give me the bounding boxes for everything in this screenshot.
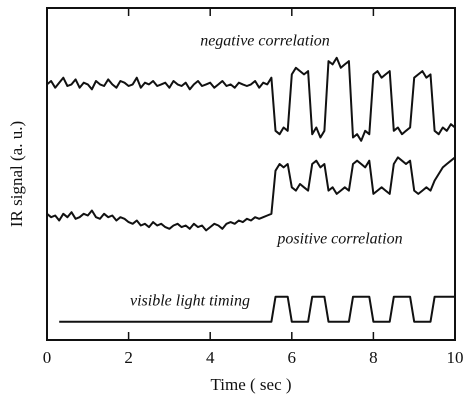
annotation: negative correlation xyxy=(200,33,330,50)
x-tick-label: 6 xyxy=(288,348,297,367)
x-tick-label: 2 xyxy=(124,348,133,367)
x-tick-label: 4 xyxy=(206,348,215,367)
x-tick-label: 10 xyxy=(447,348,464,367)
annotation: positive correlation xyxy=(276,231,402,248)
x-axis-title: Time ( sec ) xyxy=(210,375,291,394)
y-axis-title: IR signal (a. u.) xyxy=(7,121,26,227)
annotation: visible light timing xyxy=(130,293,250,310)
series-line xyxy=(46,56,456,142)
series-line xyxy=(46,156,456,232)
x-tick-label: 8 xyxy=(369,348,378,367)
x-tick-label: 0 xyxy=(43,348,52,367)
plot-frame xyxy=(46,7,456,341)
series-line xyxy=(59,295,455,323)
